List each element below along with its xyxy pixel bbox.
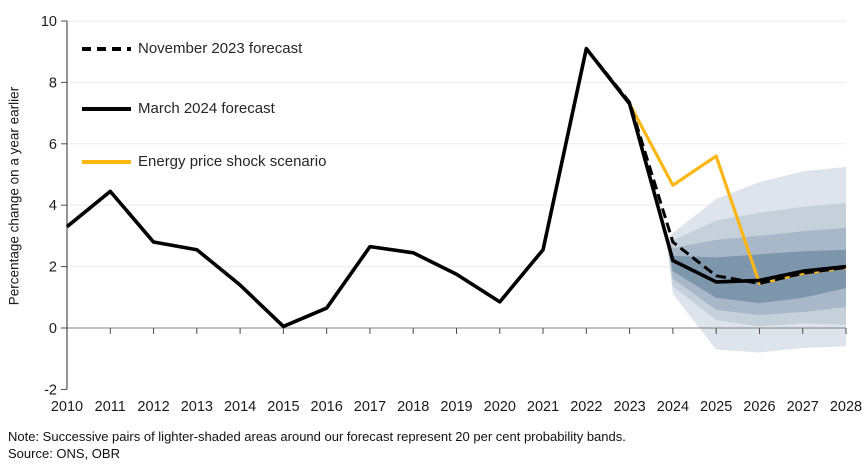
x-tick-label: 2013 bbox=[181, 399, 213, 415]
x-tick-label: 2015 bbox=[267, 399, 299, 415]
y-tick-label: 6 bbox=[49, 137, 57, 153]
x-tick-label: 2025 bbox=[700, 399, 732, 415]
x-tick-label: 2019 bbox=[440, 399, 472, 415]
x-tick-label: 2021 bbox=[527, 399, 559, 415]
y-tick-label: 4 bbox=[49, 198, 57, 214]
x-tick-label: 2012 bbox=[137, 399, 169, 415]
x-tick-label: 2026 bbox=[743, 399, 775, 415]
x-tick-label: 2016 bbox=[311, 399, 343, 415]
x-tick-label: 2022 bbox=[570, 399, 602, 415]
chart-note: Note: Successive pairs of lighter-shaded… bbox=[8, 429, 626, 444]
y-axis-label: Percentage change on a year earlier bbox=[6, 86, 22, 306]
x-tick-label: 2014 bbox=[224, 399, 256, 415]
x-tick-label: 2018 bbox=[397, 399, 429, 415]
y-tick-label: 8 bbox=[49, 75, 57, 91]
y-tick-label: 10 bbox=[41, 14, 57, 30]
x-tick-label: 2017 bbox=[354, 399, 386, 415]
x-tick-label: 2027 bbox=[787, 399, 819, 415]
yellow-line-swatch-icon bbox=[82, 159, 131, 164]
x-tick-label: 2028 bbox=[830, 399, 862, 415]
series-line-november-2023-forecast bbox=[585, 47, 847, 285]
dashed-line-swatch-icon bbox=[82, 46, 131, 51]
x-tick-label: 2023 bbox=[613, 399, 645, 415]
legend-item-energy-price-shock: Energy price shock scenario bbox=[82, 153, 326, 170]
y-tick-label: 0 bbox=[49, 321, 57, 337]
x-tick-label: 2024 bbox=[657, 399, 689, 415]
chart-source: Source: ONS, OBR bbox=[8, 446, 120, 461]
legend-label: Energy price shock scenario bbox=[138, 153, 327, 170]
legend-item-march-2024-forecast: March 2024 forecast bbox=[82, 100, 275, 117]
legend-item-november-2023-forecast: November 2023 forecast bbox=[82, 40, 302, 57]
x-tick-label: 2020 bbox=[484, 399, 516, 415]
series-line-march-2024-forecast bbox=[65, 46, 847, 329]
y-tick-label: 2 bbox=[49, 260, 57, 276]
x-tick-label: 2010 bbox=[51, 399, 83, 415]
legend-label: November 2023 forecast bbox=[138, 40, 303, 57]
y-tick-label: -2 bbox=[44, 382, 57, 398]
solid-line-swatch-icon bbox=[82, 106, 131, 111]
x-tick-label: 2011 bbox=[95, 399, 126, 415]
legend-label: March 2024 forecast bbox=[138, 100, 275, 117]
